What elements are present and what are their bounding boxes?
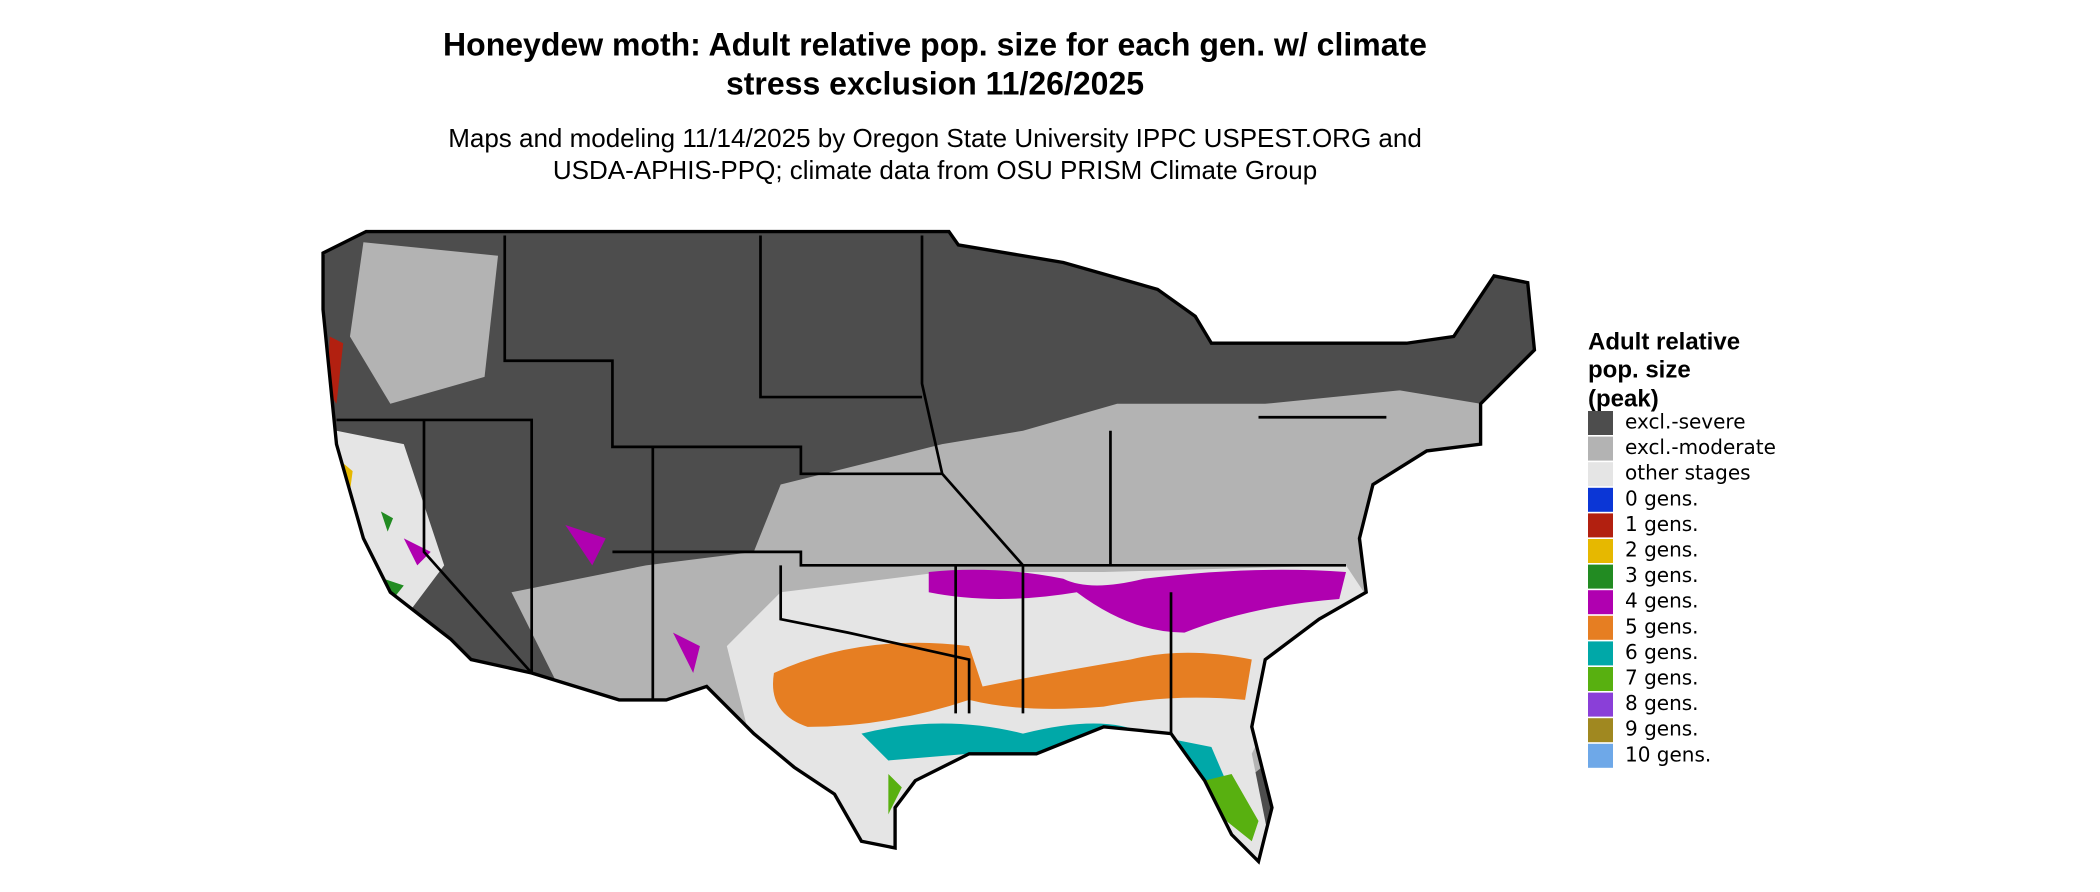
map-fill — [323, 231, 1535, 862]
region-gens — [928, 569, 1346, 633]
legend-swatch — [1588, 615, 1613, 640]
legend-title: pop. size — [1588, 356, 1691, 383]
legend-swatch — [1588, 487, 1613, 512]
region-gens — [888, 773, 1259, 842]
region-gens — [772, 642, 1252, 727]
legend-swatch — [1588, 564, 1613, 589]
legend-swatch — [1588, 743, 1613, 768]
legend-label: 7 gens. — [1625, 666, 1699, 690]
legend-swatch — [1588, 539, 1613, 563]
legend-title: Adult relative — [1588, 328, 1740, 355]
legend-label: 8 gens. — [1625, 691, 1699, 715]
legend-swatch — [1588, 718, 1613, 743]
legend-label: 2 gens. — [1625, 538, 1699, 562]
legend-swatch — [1588, 692, 1613, 717]
legend-label: 5 gens. — [1625, 614, 1699, 638]
us-outline — [321, 229, 1537, 865]
legend-label: other stages — [1625, 461, 1751, 485]
title-line: stress exclusion 11/26/2025 — [726, 65, 1144, 101]
legend-swatch — [1588, 462, 1613, 487]
legend: Adult relative pop. size (peak) excl.-se… — [1588, 328, 1776, 768]
map — [321, 229, 1537, 865]
subtitle-line: Maps and modeling 11/14/2025 by Oregon S… — [448, 123, 1422, 153]
subtitle-line: USDA-APHIS-PPQ; climate data from OSU PR… — [553, 155, 1317, 185]
legend-swatch — [1588, 513, 1613, 538]
legend-swatch — [1588, 590, 1613, 615]
legend-label: 10 gens. — [1625, 742, 1711, 766]
legend-label: 0 gens. — [1625, 486, 1699, 510]
title-line: Honeydew moth: Adult relative pop. size … — [443, 26, 1427, 62]
legend-title: (peak) — [1588, 385, 1659, 412]
legend-label: excl.-moderate — [1625, 435, 1776, 459]
legend-label: 3 gens. — [1625, 563, 1699, 587]
legend-swatch — [1588, 641, 1613, 666]
legend-label: 4 gens. — [1625, 589, 1699, 613]
legend-label: 6 gens. — [1625, 640, 1699, 664]
legend-label: 1 gens. — [1625, 512, 1699, 536]
legend-swatch — [1588, 667, 1613, 691]
legend-swatch — [1588, 411, 1613, 435]
legend-label: 9 gens. — [1625, 717, 1699, 741]
legend-label: excl.-severe — [1625, 410, 1746, 434]
legend-swatch — [1588, 436, 1613, 461]
state-borders — [336, 235, 1387, 734]
